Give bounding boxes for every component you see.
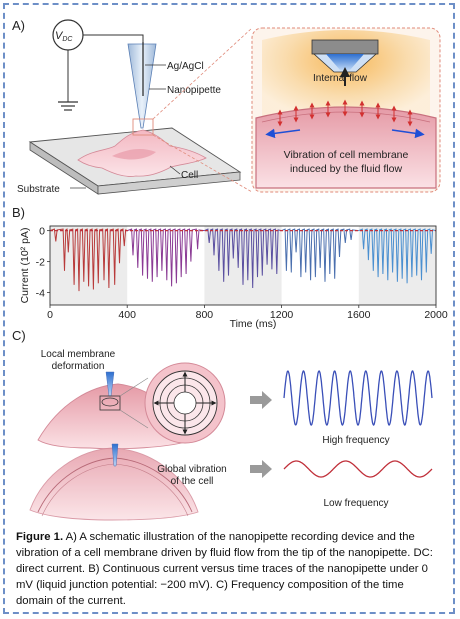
current-trace-chart: 0 400 800 1200 1600 2000 0 -2 -4 Time (ms) Current… [19, 225, 448, 330]
figure-caption: Figure 1. A) A schematic illustration of… [16, 529, 440, 609]
panel-c-letter: C) [12, 328, 26, 343]
cell-label: Cell [181, 170, 198, 181]
zoom-box [132, 118, 154, 136]
chart-x-axis-label: Time (ms) [230, 318, 277, 330]
vdc-source: VDC [52, 19, 144, 111]
chart-x-tick-label: 1200 [270, 309, 294, 321]
nanopipette [127, 42, 157, 129]
high-frequency-wave [283, 370, 433, 426]
ag-agcl-label: Ag/AgCl [167, 61, 204, 72]
cell-nucleus [112, 149, 156, 160]
chart-x-tick-label: 0 [47, 309, 53, 321]
caption-figure-label: Figure 1. [16, 531, 64, 543]
chart-series-3 [281, 228, 359, 282]
local-deformation-line2: deformation [52, 361, 105, 372]
vibration-label-line1: Vibration of cell membrane [284, 149, 409, 161]
nanopipette-label: Nanopipette [167, 85, 221, 96]
global-vibration-line2: of the cell [171, 476, 214, 487]
cell-leader [169, 165, 181, 175]
chart-x-tick-label: 2000 [424, 309, 448, 321]
zoom-inset [251, 27, 441, 193]
arrow-to-high-frequency [250, 391, 272, 409]
local-deformation-line1: Local membrane [41, 349, 116, 360]
vibration-label-line2: induced by the fluid flow [290, 163, 402, 175]
local-vibration-target [144, 362, 226, 444]
chart-series-4 [358, 228, 437, 284]
internal-flow-label: Internal flow [313, 73, 368, 84]
chart-series-1 [127, 228, 205, 287]
lateral-arrows [265, 128, 425, 139]
vdc-label: VDC [55, 30, 73, 43]
panel-b-letter: B) [12, 205, 25, 220]
chart-x-tick-label: 800 [196, 309, 214, 321]
chart-series-2 [204, 228, 282, 289]
arrow-to-low-frequency [250, 460, 272, 478]
vibration-arrows [277, 99, 413, 127]
chart-y-axis-label: Current (10² pA) [19, 228, 31, 304]
chart-y-tick-label: -2 [36, 257, 45, 269]
global-cell-mound [29, 443, 199, 521]
high-frequency-label: High frequency [322, 435, 389, 446]
caption-text: A) A schematic illustration of the nanop… [16, 531, 433, 607]
low-frequency-wave [283, 460, 433, 478]
low-frequency-label: Low frequency [323, 498, 388, 509]
chart-axes-box [49, 225, 437, 306]
zoom-line-bottom [152, 134, 253, 193]
chart-y-tick-label: -4 [36, 288, 45, 300]
panel-a-letter: A) [12, 18, 25, 33]
chart-y-tick-label: 0 [39, 226, 45, 238]
chart-x-tick-label: 400 [118, 309, 136, 321]
global-vibration-line1: Global vibration [157, 464, 226, 475]
chart-series-0 [49, 228, 128, 292]
substrate-label: Substrate [17, 184, 60, 195]
zoom-line-top [152, 27, 253, 120]
chart-x-tick-label: 1600 [347, 309, 371, 321]
